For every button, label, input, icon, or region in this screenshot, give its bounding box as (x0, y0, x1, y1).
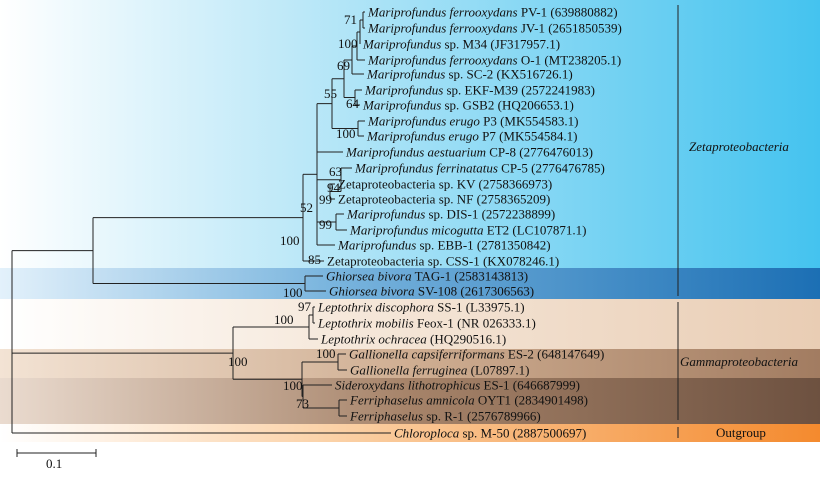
gamma-band-gallionella (0, 349, 820, 378)
bootstrap-value: 73 (296, 396, 309, 411)
taxon-label: Ghiorsea bivora SV-108 (2617306563) (329, 284, 534, 299)
scale-bar-label: 0.1 (46, 456, 62, 471)
bootstrap-value: 63 (329, 164, 342, 179)
bootstrap-value: 85 (308, 252, 321, 267)
taxon-labels: Mariprofundus ferrooxydans PV-1 (6398808… (317, 5, 622, 441)
bootstrap-value: 100 (283, 378, 303, 393)
taxon-label: Chloroploca sp. M-50 (2887500697) (394, 426, 586, 441)
outgroup-band (0, 424, 820, 442)
taxon-label: Mariprofundus sp. DIS-1 (2572238899) (346, 207, 555, 222)
taxon-label: Mariprofundus sp. M34 (JF317957.1) (362, 37, 560, 52)
taxon-label: Mariprofundus ferrooxydans JV-1 (2651850… (367, 21, 622, 36)
taxon-label: Mariprofundus ferrinatatus CP-5 (2776476… (354, 161, 605, 176)
taxon-label: Gallionella ferruginea (L07897.1) (350, 363, 529, 378)
taxon-label: Ferriphaselus sp. R-1 (2576789966) (349, 409, 541, 424)
bootstrap-values: 7110069556410063949952991008510097100100… (228, 12, 360, 411)
taxon-label: Zetaproteobacteria sp. CSS-1 (KX078246.1… (327, 254, 559, 269)
taxon-label: Mariprofundus erugo P7 (MK554584.1) (366, 129, 577, 144)
bootstrap-value: 100 (316, 346, 336, 361)
bootstrap-value: 52 (300, 200, 313, 215)
taxon-label: Sideroxydans lithotrophicus ES-1 (646687… (335, 378, 580, 393)
taxon-label: Leptothrix ochracea (HQ290516.1) (320, 332, 506, 347)
bootstrap-value: 69 (337, 58, 350, 73)
taxon-label: Mariprofundus sp. GSB2 (HQ206653.1) (362, 98, 574, 113)
gamma-band-ferri (0, 378, 820, 424)
taxon-label: Ghiorsea bivora TAG-1 (2583143813) (326, 269, 528, 284)
bootstrap-value: 64 (346, 96, 360, 111)
clade-label-zeta: Zetaproteobacteria (689, 139, 789, 154)
taxon-label: Mariprofundus sp. EBB-1 (2781350842) (337, 238, 551, 253)
taxon-label: Mariprofundus sp. EKF-M39 (2572241983) (364, 83, 595, 98)
bootstrap-value: 97 (298, 299, 312, 314)
taxon-label: Mariprofundus ferrooxydans PV-1 (6398808… (367, 5, 618, 20)
taxon-label: Mariprofundus aestuarium CP-8 (277647601… (345, 145, 593, 160)
bootstrap-value: 55 (324, 86, 337, 101)
taxon-label: Leptothrix discophora SS-1 (L33975.1) (317, 300, 525, 315)
taxon-label: Mariprofundus sp. SC-2 (KX516726.1) (366, 67, 573, 82)
bootstrap-value: 100 (228, 354, 248, 369)
clade-label-gamma: Gammaproteobacteria (680, 354, 798, 369)
zeta-band (0, 0, 820, 268)
bootstrap-value: 99 (319, 217, 332, 232)
taxon-label: Ferriphaselus amnicola OYT1 (2834901498) (349, 393, 588, 408)
taxon-label: Zetaproteobacteria sp. NF (2758365209) (338, 192, 550, 207)
taxon-label: Gallionella capsiferriformans ES-2 (6481… (349, 347, 604, 362)
gamma-band-leptothrix (0, 299, 820, 349)
bootstrap-value: 100 (280, 233, 300, 248)
clade-label-outgroup: Outgroup (716, 425, 766, 440)
bootstrap-value: 100 (336, 126, 356, 141)
tree-branches (11, 11, 391, 434)
taxon-label: Leptothrix mobilis Feox-1 (NR 026333.1) (317, 316, 536, 331)
bootstrap-value: 100 (283, 285, 303, 300)
taxon-label: Mariprofundus erugo P3 (MK554583.1) (367, 114, 578, 129)
bootstrap-value: 100 (338, 36, 358, 51)
bootstrap-value: 100 (274, 312, 294, 327)
bootstrap-value: 71 (344, 12, 357, 27)
bootstrap-value: 99 (319, 192, 332, 207)
taxon-label: Zetaproteobacteria sp. KV (2758366973) (338, 177, 552, 192)
taxon-label: Mariprofundus micogutta ET2 (LC107871.1) (349, 223, 586, 238)
taxon-label: Mariprofundus ferrooxydans O-1 (MT238205… (367, 53, 621, 68)
bootstrap-value: 94 (327, 180, 341, 195)
